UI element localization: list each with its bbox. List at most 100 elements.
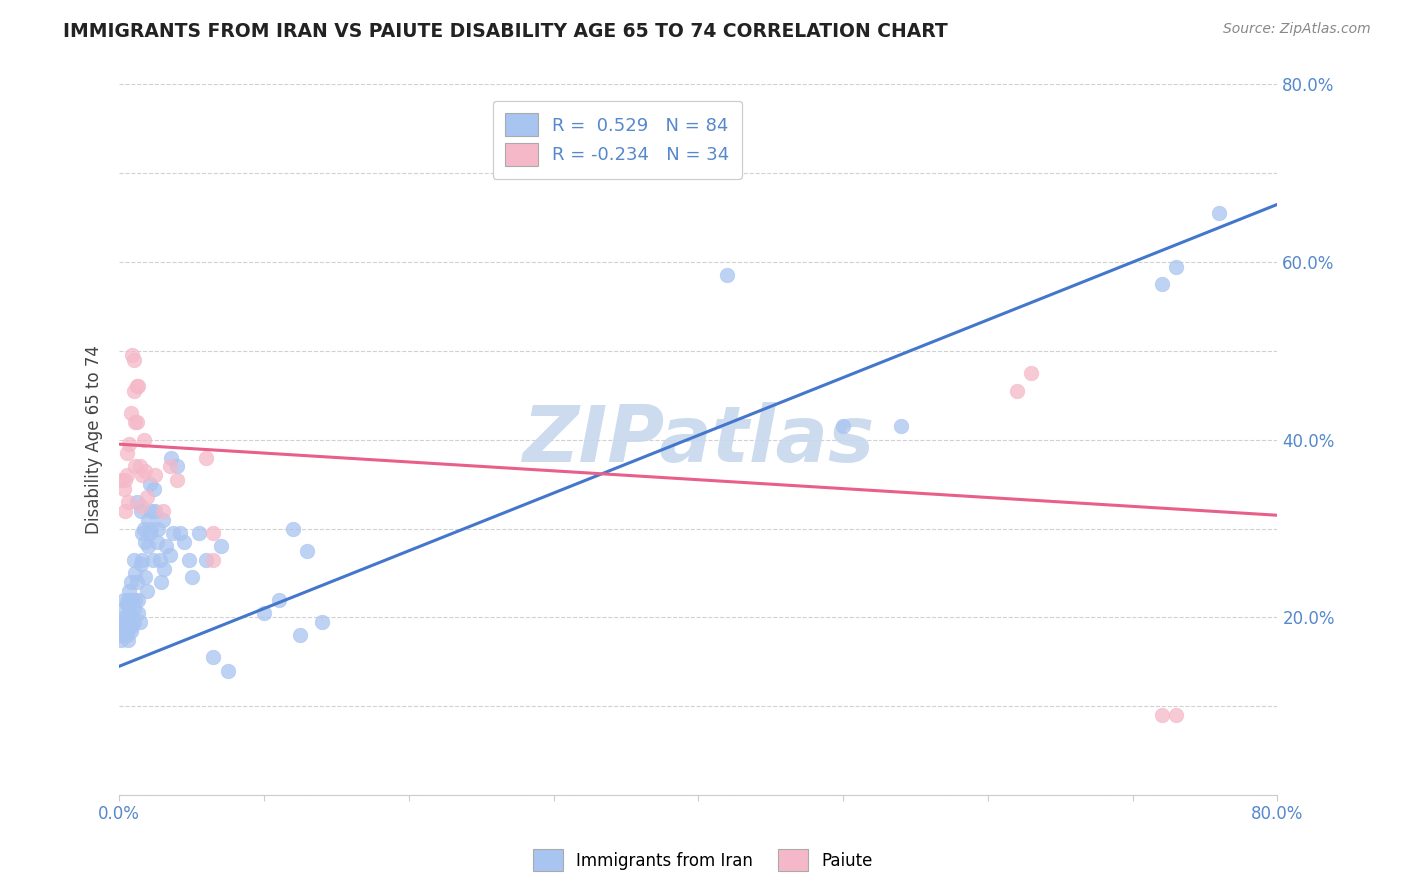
- Point: [118, 615, 141, 629]
- Point: [125, 574, 148, 589]
- Point: [134, 570, 156, 584]
- Point: [890, 419, 912, 434]
- Text: IMMIGRANTS FROM IRAN VS PAIUTE DISABILITY AGE 65 TO 74 CORRELATION CHART: IMMIGRANTS FROM IRAN VS PAIUTE DISABILIT…: [63, 22, 948, 41]
- Point: [121, 592, 143, 607]
- Point: [160, 450, 183, 465]
- Point: [136, 513, 159, 527]
- Point: [122, 552, 145, 566]
- Point: [127, 379, 149, 393]
- Point: [124, 459, 146, 474]
- Point: [1019, 366, 1042, 380]
- Point: [146, 535, 169, 549]
- Point: [134, 464, 156, 478]
- Point: [131, 552, 153, 566]
- Point: [112, 592, 135, 607]
- Point: [152, 504, 174, 518]
- Point: [115, 597, 138, 611]
- Point: [114, 610, 136, 624]
- Point: [129, 500, 152, 514]
- Point: [112, 482, 135, 496]
- Legend: R =  0.529   N = 84, R = -0.234   N = 34: R = 0.529 N = 84, R = -0.234 N = 34: [492, 101, 742, 178]
- Point: [1150, 708, 1173, 723]
- Point: [115, 628, 138, 642]
- Point: [114, 504, 136, 518]
- Point: [166, 473, 188, 487]
- Point: [120, 624, 142, 638]
- Y-axis label: Disability Age 65 to 74: Disability Age 65 to 74: [86, 345, 103, 534]
- Point: [136, 539, 159, 553]
- Point: [267, 592, 290, 607]
- Point: [125, 415, 148, 429]
- Point: [1164, 708, 1187, 723]
- Point: [122, 601, 145, 615]
- Point: [135, 583, 157, 598]
- Point: [129, 504, 152, 518]
- Point: [134, 535, 156, 549]
- Point: [112, 619, 135, 633]
- Point: [311, 615, 333, 629]
- Point: [124, 592, 146, 607]
- Point: [187, 526, 209, 541]
- Point: [128, 615, 150, 629]
- Point: [114, 615, 136, 629]
- Point: [716, 268, 738, 283]
- Point: [122, 352, 145, 367]
- Point: [145, 504, 167, 518]
- Point: [253, 606, 276, 620]
- Point: [217, 664, 239, 678]
- Point: [118, 606, 141, 620]
- Point: [110, 632, 132, 647]
- Point: [209, 539, 232, 553]
- Point: [132, 522, 155, 536]
- Point: [127, 606, 149, 620]
- Point: [132, 433, 155, 447]
- Point: [117, 597, 139, 611]
- Point: [111, 628, 134, 642]
- Point: [166, 459, 188, 474]
- Point: [1150, 277, 1173, 292]
- Point: [138, 477, 160, 491]
- Point: [110, 473, 132, 487]
- Point: [117, 632, 139, 647]
- Point: [121, 348, 143, 362]
- Point: [122, 615, 145, 629]
- Point: [115, 468, 138, 483]
- Point: [121, 619, 143, 633]
- Point: [153, 561, 176, 575]
- Point: [281, 522, 304, 536]
- Point: [120, 610, 142, 624]
- Point: [114, 624, 136, 638]
- Point: [162, 526, 184, 541]
- Point: [114, 473, 136, 487]
- Point: [832, 419, 855, 434]
- Point: [112, 601, 135, 615]
- Point: [117, 495, 139, 509]
- Point: [152, 513, 174, 527]
- Point: [120, 406, 142, 420]
- Point: [142, 552, 165, 566]
- Legend: Immigrants from Iran, Paiute: Immigrants from Iran, Paiute: [524, 841, 882, 880]
- Point: [195, 450, 218, 465]
- Point: [115, 610, 138, 624]
- Point: [111, 615, 134, 629]
- Point: [117, 619, 139, 633]
- Point: [202, 552, 225, 566]
- Point: [131, 526, 153, 541]
- Text: ZIPatlas: ZIPatlas: [522, 401, 875, 478]
- Point: [128, 459, 150, 474]
- Point: [118, 583, 141, 598]
- Point: [138, 526, 160, 541]
- Point: [125, 379, 148, 393]
- Point: [115, 446, 138, 460]
- Point: [177, 552, 200, 566]
- Point: [135, 491, 157, 505]
- Text: Source: ZipAtlas.com: Source: ZipAtlas.com: [1223, 22, 1371, 37]
- Point: [155, 539, 177, 553]
- Point: [127, 592, 149, 607]
- Point: [125, 495, 148, 509]
- Point: [145, 468, 167, 483]
- Point: [124, 415, 146, 429]
- Point: [173, 535, 195, 549]
- Point: [195, 552, 218, 566]
- Point: [115, 615, 138, 629]
